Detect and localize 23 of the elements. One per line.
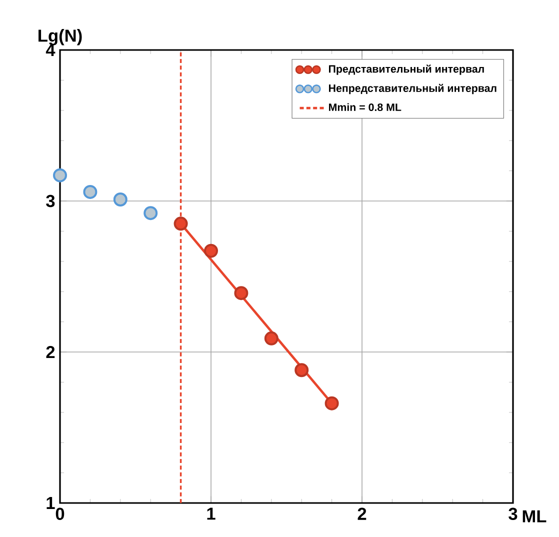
x-tick-label: 3 xyxy=(508,508,518,520)
legend-label: Представительный интервал xyxy=(329,64,484,75)
legend-label: Mmin = 0.8 ML xyxy=(329,103,402,112)
point xyxy=(83,184,98,199)
y-axis-title: Lg(N) xyxy=(38,29,82,46)
y-tick-label: 1 xyxy=(46,497,55,509)
point xyxy=(204,244,218,258)
point xyxy=(113,192,128,206)
point xyxy=(294,363,309,378)
point xyxy=(234,286,248,300)
point xyxy=(324,396,339,410)
x-tick-label: 1 xyxy=(207,508,216,520)
x-axis-title: ML xyxy=(522,510,546,522)
point xyxy=(53,168,68,182)
y-tick-label: 2 xyxy=(46,346,55,358)
x-tick-label: 2 xyxy=(358,508,366,520)
point xyxy=(264,331,278,346)
point xyxy=(144,206,158,220)
x-tick-label: 0 xyxy=(56,508,64,520)
point xyxy=(174,216,188,231)
legend-label: Непредставительный интервал xyxy=(329,84,496,94)
y-tick-label: 4 xyxy=(46,44,56,56)
y-tick-label: 3 xyxy=(46,194,55,208)
